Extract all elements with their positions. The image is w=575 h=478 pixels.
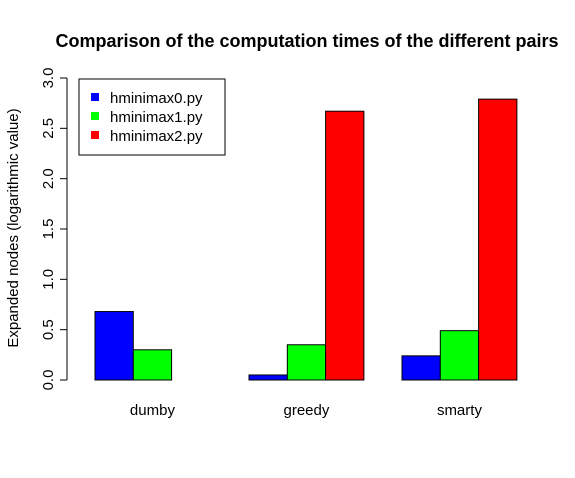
y-tick-label: 1.0 (40, 269, 57, 290)
bar-greedy-hminimax0-py (248, 374, 288, 381)
bar-smarty-hminimax2-py (478, 98, 518, 381)
legend-swatch (91, 131, 99, 139)
legend-label: hminimax1.py (110, 109, 203, 126)
legend-label: hminimax0.py (110, 90, 203, 107)
x-tick-label: dumby (130, 402, 176, 419)
legend-swatch (91, 112, 99, 120)
y-axis: 0.0 0.5 1.0 1.5 2.0 2.5 3.0 (40, 68, 68, 391)
bar-smarty-hminimax0-py (401, 355, 441, 381)
bars-group (94, 98, 518, 381)
y-axis-label: Expanded nodes (logarithmic value) (5, 108, 22, 347)
x-tick-label: smarty (437, 402, 483, 419)
bar-greedy-hminimax2-py (325, 110, 365, 381)
legend: hminimax0.py hminimax1.py hminimax2.py (78, 78, 226, 156)
x-tick-labels: dumby greedy smarty (130, 402, 483, 419)
y-tick-label: 0.5 (40, 319, 57, 340)
bar-dumby-hminimax0-py (94, 311, 134, 381)
y-tick-label: 0.0 (40, 370, 57, 391)
y-tick-label: 2.0 (40, 168, 57, 189)
legend-label: hminimax2.py (110, 128, 203, 145)
y-tick-label: 1.5 (40, 219, 57, 240)
bar-dumby-hminimax1-py (132, 349, 173, 381)
bar-greedy-hminimax1-py (286, 344, 327, 381)
chart-title: Comparison of the computation times of t… (55, 31, 558, 51)
x-tick-label: greedy (284, 402, 330, 419)
legend-swatch (91, 93, 99, 101)
bar-smarty-hminimax1-py (439, 330, 480, 381)
y-tick-label: 3.0 (40, 68, 57, 89)
y-tick-label: 2.5 (40, 118, 57, 139)
legend-box (78, 78, 226, 156)
